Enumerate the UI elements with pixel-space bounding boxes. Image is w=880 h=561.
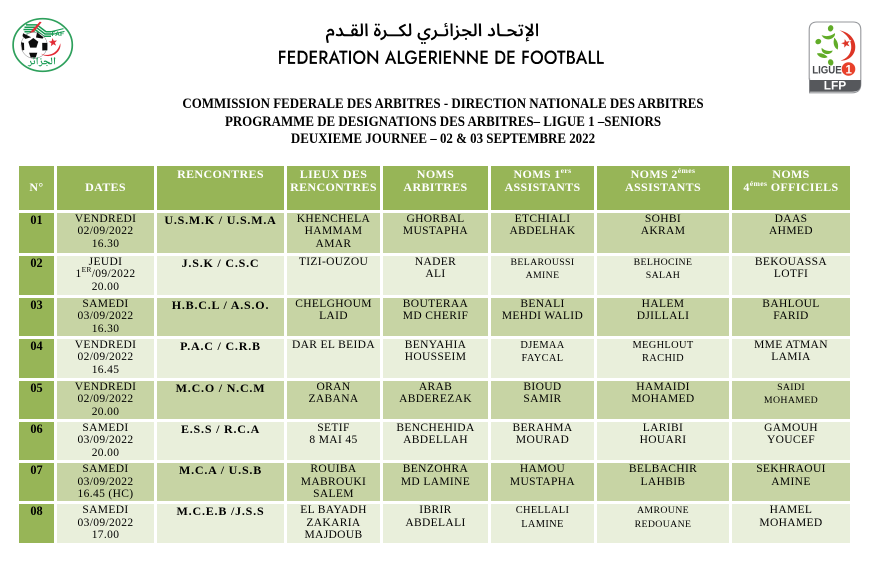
svg-text:LIGUE: LIGUE (812, 64, 842, 76)
svg-text:FAF: FAF (52, 31, 65, 38)
svg-text:1: 1 (845, 64, 852, 76)
svg-text:LFP: LFP (824, 78, 847, 92)
